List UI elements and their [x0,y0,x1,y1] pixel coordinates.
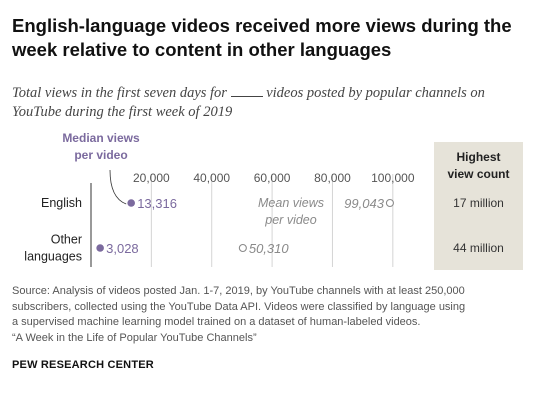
mean-value-label: 50,310 [249,241,290,256]
median-value-label: 13,316 [137,196,177,211]
organization-name: PEW RESEARCH CENTER [12,359,154,371]
source-line-4: “A Week in the Life of Popular YouTube C… [12,331,257,344]
median-value-label: 3,028 [106,241,139,256]
source-line-2: subscribers, collected using the YouTube… [12,300,466,313]
highest-header-line: view count [447,167,509,181]
mean-value-label: 99,043 [344,196,385,211]
subtitle-blank [230,85,263,97]
subtitle-before: Total views in the first seven days for [12,85,227,101]
x-tick-label: 40,000 [193,171,230,185]
dot-plot-chart: Highest view count 17 million 44 million 20,… [24,131,523,270]
mean-point [238,243,247,253]
median-annotation-line: Median views [62,131,140,145]
category-label: Other [51,233,82,247]
chart-subtitle: Total views in the first seven days for … [12,84,532,122]
category-label: English [41,196,82,210]
mean-point [385,198,394,208]
mean-annotation-line: Mean views [258,196,324,210]
median-point [96,244,104,252]
source-line-3: a supervised machine learning model trai… [12,316,421,328]
mean-annotation-line: per video [264,213,316,227]
source-note: Source: Analysis of videos posted Jan. 1… [12,284,537,346]
highest-value: 17 million [453,196,504,210]
highest-panel [434,142,523,270]
category-label: languages [24,250,82,264]
median-annotation-line: per video [74,148,127,162]
subtitle-after: videos posted by popular channels on You… [12,85,485,120]
median-point [127,199,135,207]
chart-title: English-language videos received more vi… [12,15,512,60]
x-tick-label: 20,000 [133,171,170,185]
x-tick-label: 100,000 [371,171,415,185]
source-line-1: Source: Analysis of videos posted Jan. 1… [12,285,465,297]
x-tick-label: 80,000 [314,171,351,185]
x-tick-label: 60,000 [254,171,291,185]
highest-header-line: Highest [456,150,500,164]
median-leader-line [109,169,127,205]
highest-value: 44 million [453,241,504,255]
